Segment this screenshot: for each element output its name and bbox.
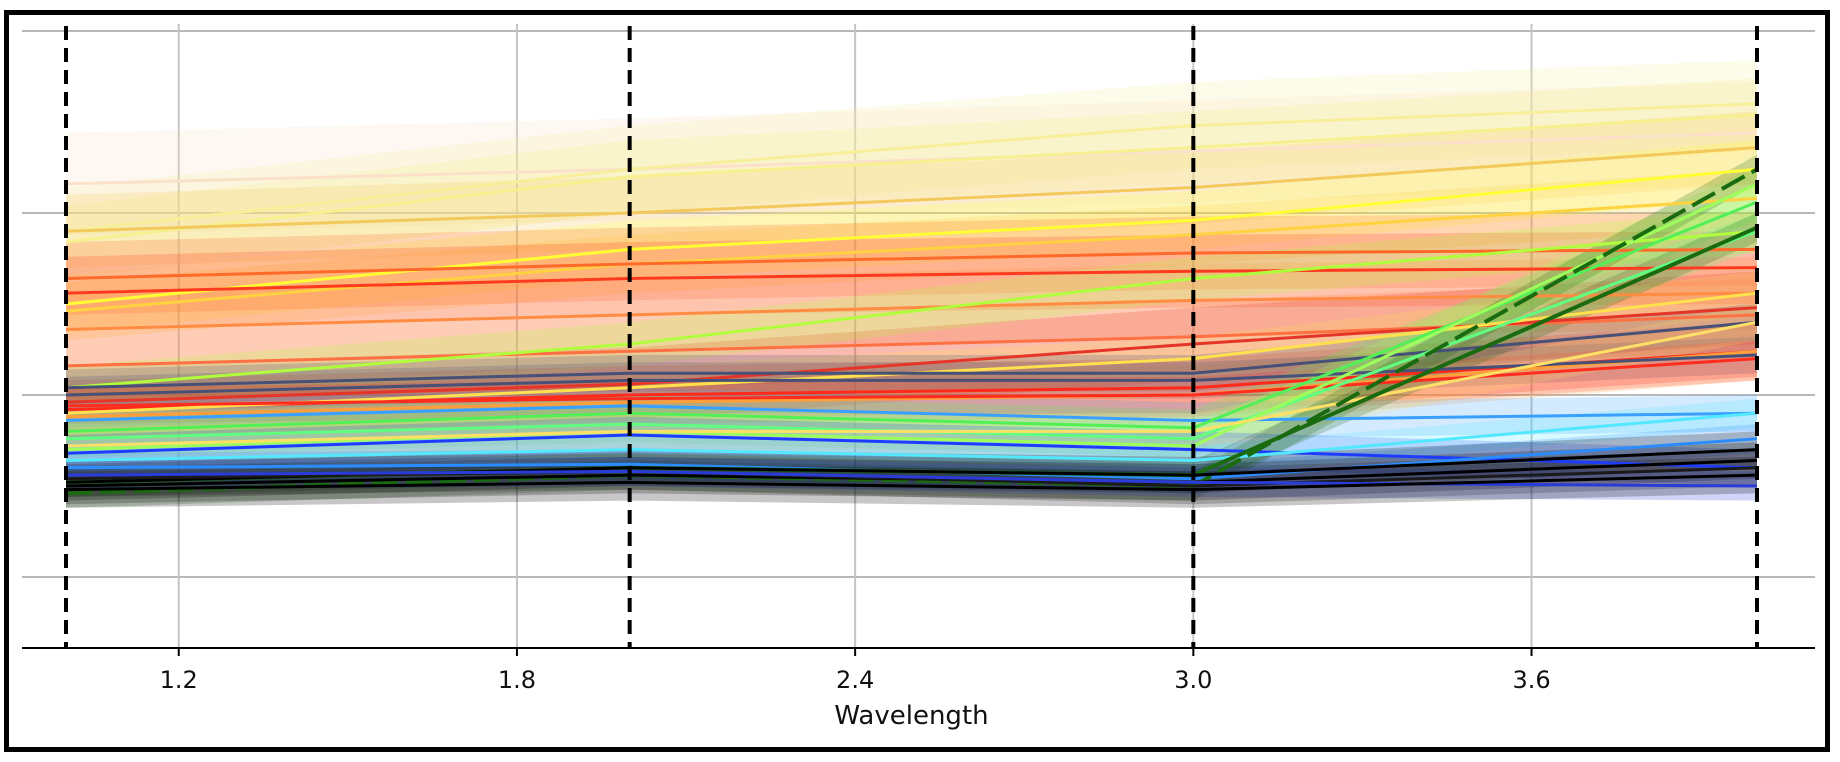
marker-layer (64, 26, 1759, 648)
series-line (65, 113, 1758, 244)
series-line (65, 411, 1758, 462)
series-band (66, 165, 1757, 468)
series-line (65, 102, 1758, 233)
series-band (66, 213, 1757, 497)
series-band (66, 60, 1757, 275)
series-band (66, 278, 1757, 403)
series-line (65, 349, 1758, 419)
series-band (66, 213, 1757, 457)
series-band (66, 140, 1757, 334)
series-line (65, 469, 1758, 488)
series-line (65, 167, 1758, 306)
x-tick-label: 3.6 (1512, 666, 1550, 694)
series-line (65, 247, 1758, 280)
series-line (65, 167, 1758, 496)
x-axis-title: Wavelength (834, 701, 988, 731)
series-band (66, 271, 1757, 439)
series-line (65, 182, 1758, 452)
tick-layer: 1.2 1.8 2.4 3.0 3.6 (160, 648, 1551, 694)
series-line (65, 229, 1758, 390)
x-tick-label: 1.2 (160, 666, 198, 694)
x-tick-label: 1.8 (498, 666, 536, 694)
series-band (66, 213, 1757, 315)
series-band (66, 78, 1757, 279)
series-line (65, 291, 1758, 331)
series-line (65, 404, 1758, 422)
x-tick-label: 2.4 (836, 666, 874, 694)
series-line (65, 353, 1758, 397)
series-line (65, 131, 1758, 186)
series-band (66, 398, 1757, 476)
line-layer (65, 102, 1758, 496)
series-line (65, 466, 1758, 488)
series-band (66, 304, 1757, 465)
series-line (65, 146, 1758, 233)
series-band (66, 322, 1757, 446)
series-band (66, 304, 1757, 406)
series-band (66, 209, 1757, 410)
series-band (66, 231, 1757, 330)
series-band (66, 111, 1757, 268)
series-line (65, 320, 1758, 390)
series-line (65, 473, 1758, 492)
series-band (66, 169, 1757, 341)
series-line (65, 266, 1758, 295)
x-tick-label: 3.0 (1174, 666, 1212, 694)
series-line (65, 320, 1758, 448)
series-line (65, 196, 1758, 313)
